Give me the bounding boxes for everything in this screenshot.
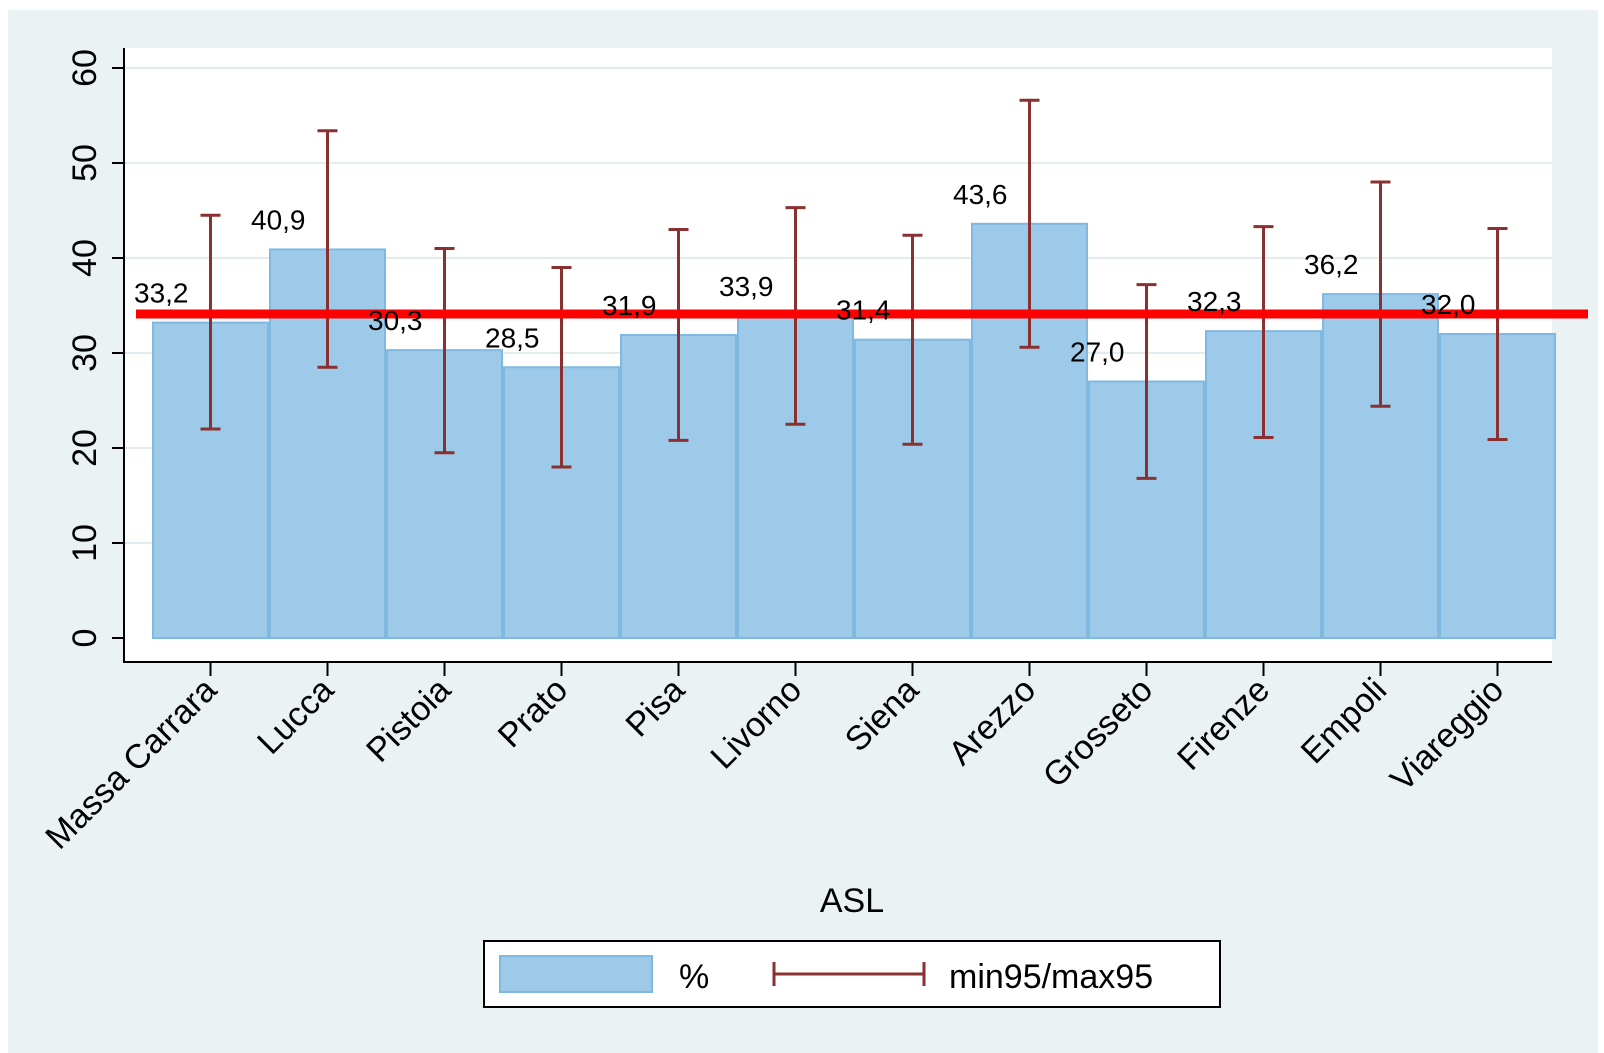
y-tick-label-50: 50 [66,144,104,182]
error-bars [200,98,1508,480]
y-tick-label-40: 40 [66,239,104,277]
value-label-12: 32,0 [1421,289,1476,320]
y-tick-label-60: 60 [66,49,104,87]
value-label-4: 28,5 [485,322,540,353]
value-labels: 33,2 40,9 30,3 28,5 31,9 33,9 31,4 43,6 27,0 32,3… [134,179,1476,368]
value-label-3: 30,3 [368,305,423,336]
value-label-7: 31,4 [836,295,891,326]
y-tick-label-20: 20 [66,429,104,467]
y-tick-label-0: 0 [66,629,104,648]
y-tick-label-30: 30 [66,334,104,372]
value-label-5: 31,9 [602,290,657,321]
value-label-10: 32,3 [1187,286,1242,317]
value-label-6: 33,9 [719,271,774,302]
legend: % min95/max95 [483,940,1221,1008]
value-label-9: 27,0 [1070,337,1125,368]
legend-bar-swatch [499,955,653,993]
x-axis-title: ASL [820,882,884,920]
legend-label-ci: min95/max95 [949,958,1153,996]
y-tick-label-10: 10 [66,524,104,562]
value-label-1: 33,2 [134,278,189,309]
value-label-8: 43,6 [953,179,1008,210]
legend-label-percent: % [679,958,709,996]
value-label-2: 40,9 [251,204,306,235]
value-label-11: 36,2 [1304,249,1359,280]
